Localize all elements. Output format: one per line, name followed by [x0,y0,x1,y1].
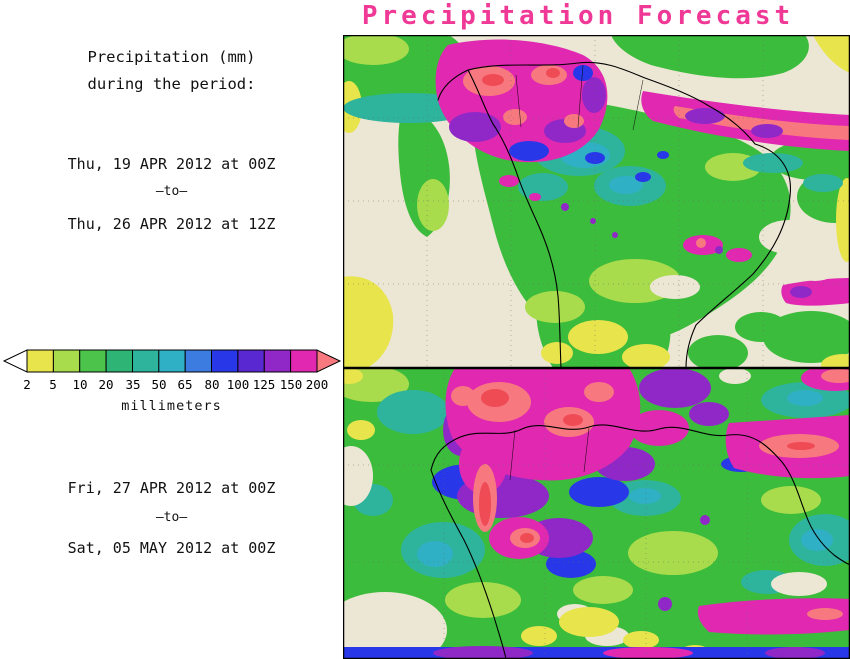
coastlines-week1 [437,61,791,368]
colorbar-segment-9 [263,349,292,373]
legend-heading-line1: Precipitation (mm) [87,48,256,66]
gridlines-week1 [343,35,850,368]
colorbar-segment-10 [290,349,318,373]
colorbar-unit-label: millimeters [121,398,222,414]
country-borders-week1 [515,64,644,131]
map-panel-week2 [343,368,850,659]
legend-heading-line2: during the period: [87,75,256,93]
page-title: Precipitation Forecast [361,1,795,31]
colorbar-tick-8: 100 [227,377,250,392]
colorbar-tick-1: 5 [49,377,57,392]
period2-end-date: Sat, 05 MAY 2012 at 00Z [67,539,276,557]
period2-separator: –to– [155,510,188,525]
precip-shading-week1 [343,35,850,368]
colorbar-tick-9: 125 [253,377,276,392]
colorbar-segment-8 [237,349,265,373]
legend-panel: Precipitation (mm) during the period: Th… [0,0,343,659]
map-panel-week1 [343,35,850,368]
colorbar-underflow-arrow [2,349,28,373]
colorbar-overflow-arrow [316,349,342,373]
period1-start-date: Thu, 19 APR 2012 at 00Z [67,155,276,173]
precip-shading-week2 [343,368,850,659]
colorbar-tick-10: 150 [280,377,303,392]
colorbar-tick-labels: 2 5 10 20 35 50 65 80 100 125 150 200 [23,377,328,392]
coastlines-week2 [430,424,850,659]
colorbar-segment-4 [132,349,160,373]
colorbar-segment-6 [184,349,213,373]
map-panels [343,35,850,659]
colorbar-segments [2,349,342,373]
colorbar-tick-11: 200 [306,377,329,392]
colorbar-segment-0 [26,349,54,373]
country-borders-week2 [509,427,590,481]
colorbar-segment-5 [158,349,186,373]
gridlines-week2 [343,368,850,659]
colorbar-segment-3 [105,349,133,373]
colorbar-tick-6: 65 [177,377,192,392]
colorbar: 2 5 10 20 35 50 65 80 100 125 150 200 [2,349,342,392]
colorbar-tick-2: 10 [72,377,87,392]
period1-separator: –to– [155,184,188,199]
colorbar-segment-7 [211,349,239,373]
colorbar-segment-2 [79,349,107,373]
colorbar-tick-4: 35 [125,377,140,392]
period1-end-date: Thu, 26 APR 2012 at 12Z [67,215,276,233]
colorbar-tick-0: 2 [23,377,31,392]
colorbar-tick-5: 50 [151,377,166,392]
colorbar-segment-1 [52,349,81,373]
period2-start-date: Fri, 27 APR 2012 at 00Z [67,479,276,497]
colorbar-tick-7: 80 [204,377,219,392]
colorbar-tick-3: 20 [98,377,113,392]
